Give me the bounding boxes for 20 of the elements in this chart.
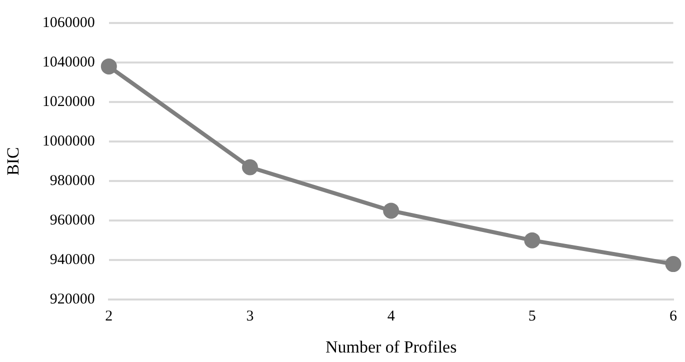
y-tick-label: 940000 xyxy=(50,252,95,268)
y-tick-label: 1060000 xyxy=(42,14,95,31)
point xyxy=(665,256,682,272)
point xyxy=(242,159,258,176)
y-tick-label: 1020000 xyxy=(42,94,95,110)
x-axis-title: Number of Profiles xyxy=(325,337,457,356)
y-axis-title: BIC xyxy=(4,147,23,176)
y-tick-label: 960000 xyxy=(50,212,95,229)
point xyxy=(383,202,400,219)
y-tick-label: 920000 xyxy=(50,292,95,308)
x-tick-label: 2 xyxy=(105,308,113,325)
y-tick-label: 980000 xyxy=(50,172,95,189)
x-tick-label: 6 xyxy=(670,308,678,325)
y-tick-label: 1040000 xyxy=(42,54,95,70)
x-tick-label: 5 xyxy=(528,308,536,325)
x-tick-label: 4 xyxy=(387,308,396,325)
point xyxy=(100,58,117,74)
point xyxy=(524,232,540,248)
x-tick-label: 3 xyxy=(246,308,254,325)
y-tick-label: 1000000 xyxy=(42,133,95,150)
